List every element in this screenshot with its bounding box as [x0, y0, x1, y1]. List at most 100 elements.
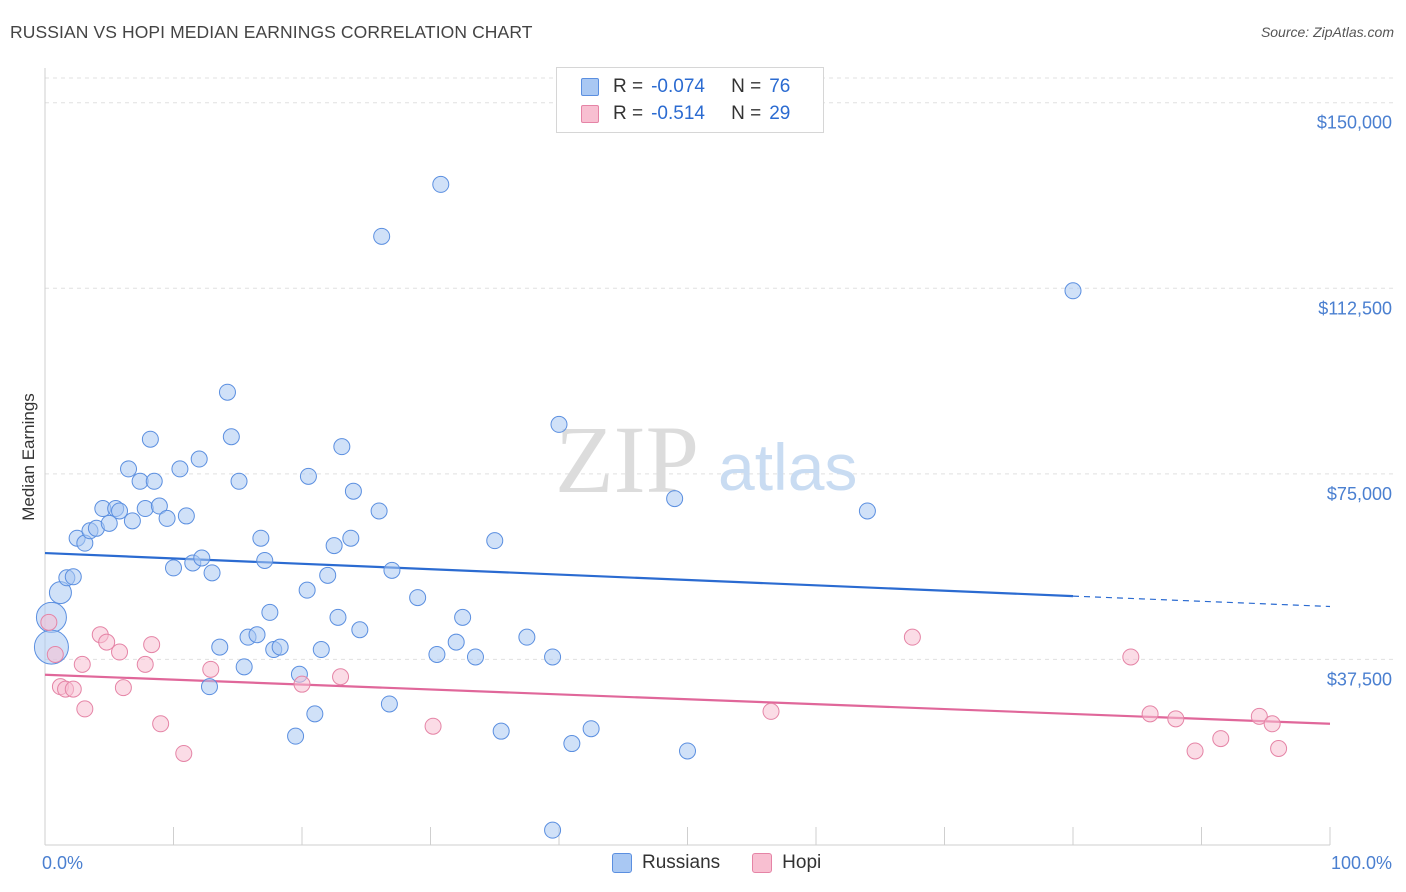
point-hopi — [1141, 705, 1159, 723]
point-russians — [203, 564, 221, 582]
watermark: ZIP atlas — [555, 406, 857, 513]
point-russians — [248, 626, 266, 644]
point-hopi — [136, 655, 154, 673]
y-tick-label: $37,500 — [1327, 669, 1392, 689]
point-hopi — [64, 680, 82, 698]
point-hopi — [46, 645, 64, 663]
legend-swatch-russians — [581, 78, 599, 96]
legend-swatch-russians — [612, 853, 632, 873]
point-hopi — [76, 700, 94, 718]
point-russians — [1064, 282, 1082, 300]
point-hopi — [40, 613, 58, 631]
point-russians — [306, 705, 324, 723]
trend-lines — [44, 551, 1331, 725]
point-hopi — [1186, 742, 1204, 760]
legend-n-value: 29 — [769, 103, 791, 124]
stats-legend: R = -0.074 N = 76 R = -0.514 N = 29 — [556, 67, 824, 133]
point-hopi — [762, 702, 780, 720]
legend-r-label: R = — [613, 76, 644, 97]
point-russians — [383, 561, 401, 579]
point-russians — [123, 512, 141, 530]
point-hopi — [332, 668, 350, 686]
point-russians — [319, 566, 337, 584]
point-hopi — [152, 715, 170, 733]
point-russians — [544, 648, 562, 666]
point-russians — [193, 549, 211, 567]
point-russians — [299, 467, 317, 485]
point-hopi — [293, 675, 311, 693]
point-hopi — [202, 660, 220, 678]
legend-n-label: N = — [731, 76, 762, 97]
point-russians — [100, 514, 118, 532]
legend-r-label: R = — [613, 103, 644, 124]
point-hopi — [1122, 648, 1140, 666]
point-hopi — [903, 628, 921, 646]
y-axis-label: Median Earnings — [19, 393, 38, 521]
tick-labels: $37,500 $75,000 $112,500 $150,000 0.0% 100.0% — [42, 113, 1392, 873]
point-russians — [492, 722, 510, 740]
point-hopi — [98, 633, 116, 651]
y-tick-label: $150,000 — [1317, 113, 1392, 133]
point-russians — [333, 438, 351, 456]
legend-swatch-hopi — [752, 853, 773, 873]
legend-label-russians: Russians — [642, 852, 721, 873]
x-tick-label: 100.0% — [1331, 853, 1392, 873]
point-russians — [409, 589, 427, 607]
source-label: Source: ZipAtlas.com — [1260, 24, 1394, 40]
point-russians — [432, 175, 450, 193]
point-russians — [256, 551, 274, 569]
point-russians — [230, 472, 248, 490]
point-russians — [165, 559, 182, 577]
legend-item-hopi[interactable]: Hopi — [752, 852, 821, 874]
point-hopi — [1270, 740, 1288, 758]
legend-row-russians: R = -0.074 N = 76 — [581, 74, 790, 100]
point-russians — [344, 482, 362, 500]
point-hopi — [114, 679, 132, 697]
point-russians — [666, 490, 684, 508]
point-russians — [447, 633, 465, 651]
point-russians — [325, 537, 343, 555]
point-hopi — [1263, 715, 1281, 733]
point-russians — [141, 430, 159, 448]
point-hopi — [424, 717, 442, 735]
data-points — [33, 175, 1288, 839]
legend-row-hopi: R = -0.514 N = 29 — [581, 101, 790, 127]
point-hopi — [1212, 730, 1230, 748]
point-hopi — [1250, 707, 1268, 725]
point-russians — [131, 472, 149, 490]
point-russians — [235, 658, 253, 676]
x-tick-label: 0.0% — [42, 853, 83, 873]
point-russians — [298, 581, 316, 599]
point-russians — [145, 472, 163, 490]
point-russians — [370, 502, 388, 520]
point-hopi — [73, 655, 91, 673]
trend-line-russians-extension — [1072, 595, 1331, 608]
point-russians — [380, 695, 398, 713]
point-russians — [454, 608, 472, 626]
y-tick-label: $112,500 — [1318, 298, 1392, 318]
legend-n-value: 76 — [769, 76, 791, 97]
trend-line-hopi — [44, 673, 1331, 725]
legend-item-russians[interactable]: Russians — [612, 852, 720, 874]
series-legend: Russians Hopi — [612, 852, 853, 874]
point-russians — [428, 645, 446, 663]
legend-n-label: N = — [731, 103, 762, 124]
point-russians — [351, 621, 369, 639]
point-russians — [261, 603, 279, 621]
y-tick-label: $75,000 — [1327, 484, 1392, 504]
point-russians — [218, 383, 236, 401]
point-russians — [211, 638, 229, 656]
legend-r-value: -0.074 — [651, 76, 705, 97]
point-russians — [171, 460, 189, 478]
point-russians — [858, 502, 876, 520]
point-russians — [329, 608, 347, 626]
point-russians — [342, 529, 360, 547]
point-russians — [486, 532, 504, 550]
point-russians — [136, 500, 154, 518]
point-russians — [563, 735, 581, 753]
axes — [44, 68, 1331, 846]
point-russians — [271, 638, 289, 656]
point-russians — [120, 460, 138, 478]
point-hopi — [175, 744, 193, 762]
